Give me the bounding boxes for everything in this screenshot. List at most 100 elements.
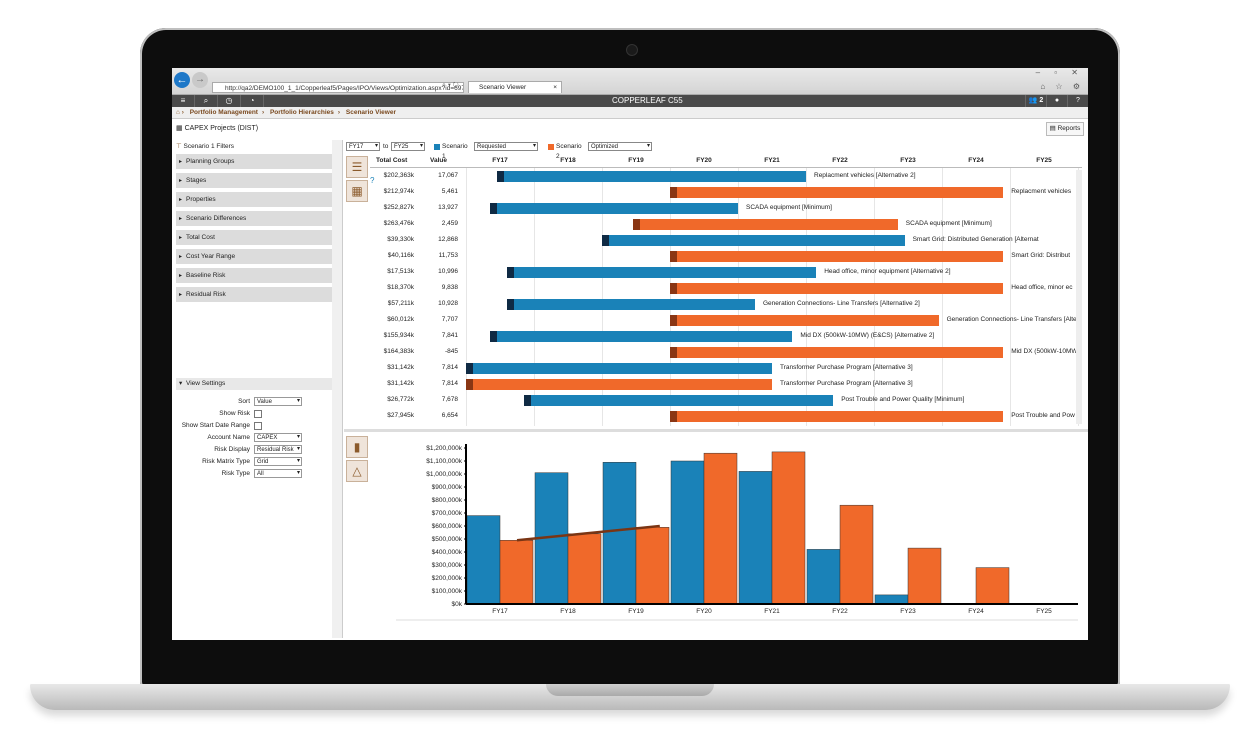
from-year-select[interactable]: FY17 <box>346 142 380 151</box>
cost-chart-svg: $0k $100,000k $200,000k $300,000k $400,000k $… <box>396 444 1078 621</box>
help-question-icon[interactable]: ? <box>370 176 375 185</box>
scenario2-select[interactable]: Optimized <box>588 142 652 151</box>
filter-properties[interactable]: Properties <box>176 192 332 208</box>
risk-triangle-icon[interactable]: △ <box>346 460 368 482</box>
gantt-bar[interactable] <box>670 315 939 326</box>
filter-scenario-differences[interactable]: Scenario Differences <box>176 211 332 227</box>
gantt-bar[interactable] <box>506 299 755 310</box>
bar-chart-icon[interactable]: ▮ <box>346 436 368 458</box>
breadcrumb-portfolio-management[interactable]: Portfolio Management <box>189 109 258 116</box>
y-tick-label: $1,200,000k <box>426 445 463 452</box>
breadcrumb-portfolio-hierarchies[interactable]: Portfolio Hierarchies <box>269 109 334 116</box>
view-setting-select[interactable]: Grid <box>254 457 302 466</box>
gantt-row[interactable]: $39,330k 12,868 Smart Grid: Distributed Ge… <box>370 232 1082 248</box>
window-controls[interactable]: ‒ ▫ ✕ <box>1035 68 1084 77</box>
gantt-bar[interactable] <box>602 235 905 246</box>
clock-icon[interactable]: ◷ <box>218 95 241 107</box>
view-setting-row: Account Name CAPEX <box>176 432 332 444</box>
gantt-bar[interactable] <box>670 411 1004 422</box>
filter-header: ⊤ Scenario 1 Filters <box>176 143 235 150</box>
menu-icon[interactable]: ≡ <box>172 95 195 107</box>
gantt-row[interactable]: $155,934k 7,841 Mid DX (500kW-10MW) (E&CS)… <box>370 328 1082 344</box>
browser-toolbar: ← → http://qa2/DEMO100_1_1/Copperleaf5/P… <box>172 68 1088 95</box>
view-setting-select[interactable]: CAPEX <box>254 433 302 442</box>
filter-planning-groups[interactable]: Planning Groups <box>176 154 332 170</box>
gantt-bar[interactable] <box>670 251 1004 262</box>
search-icon[interactable]: ⌕ <box>195 95 218 107</box>
gantt-bar[interactable] <box>489 203 738 214</box>
dashboard-icon[interactable]: ◔ <box>241 95 264 107</box>
user-icon[interactable]: ● <box>1046 95 1067 107</box>
address-bar[interactable]: http://qa2/DEMO100_1_1/Copperleaf5/Pages… <box>212 82 464 93</box>
tab-scenario-viewer[interactable]: Scenario Viewer × <box>468 81 562 93</box>
gantt-scrollbar[interactable] <box>1076 170 1082 424</box>
value-cell: 6,654 <box>441 412 458 419</box>
gantt-row[interactable]: $27,945k 6,654 Post Trouble and Pow <box>370 408 1082 424</box>
gantt-row[interactable]: $202,363k 17,067 Replacment vehicles [Alte… <box>370 168 1082 184</box>
gantt-row[interactable]: $60,012k 7,707 Generation Connections- Lin… <box>370 312 1082 328</box>
gantt-bar[interactable] <box>466 379 772 390</box>
to-year-select[interactable]: FY25 <box>391 142 425 151</box>
gantt-row[interactable]: $26,772k 7,678 Post Trouble and Power Qual… <box>370 392 1082 408</box>
gantt-bar[interactable] <box>496 171 806 182</box>
gantt-bar[interactable] <box>489 331 793 342</box>
x-tick-label: FY17 <box>492 608 508 615</box>
total-cost-cell: $27,945k <box>387 412 414 419</box>
gantt-row[interactable]: $17,513k 10,996 Head office, minor equipme… <box>370 264 1082 280</box>
gantt-row[interactable]: $40,116k 11,753 Smart Grid: Distribut <box>370 248 1082 264</box>
view-setting-checkbox[interactable] <box>254 410 262 418</box>
gantt-bar[interactable] <box>506 267 817 278</box>
gantt-bar[interactable] <box>670 187 1004 198</box>
splitter[interactable] <box>344 429 1088 432</box>
filter-total-cost[interactable]: Total Cost <box>176 230 332 246</box>
gantt-row[interactable]: $263,476k 2,459 SCADA equipment [Minimum] <box>370 216 1082 232</box>
gantt-bar[interactable] <box>523 395 834 406</box>
page-title: ▦ CAPEX Projects (DIST) <box>176 125 259 132</box>
value-cell: 7,707 <box>441 316 458 323</box>
value-cell: 7,814 <box>441 380 458 387</box>
gantt-row[interactable]: $164,383k -845 Mid DX (500kW-10MW <box>370 344 1082 360</box>
filter-stages[interactable]: Stages <box>176 173 332 189</box>
gantt-bar[interactable] <box>632 219 898 230</box>
gantt-row[interactable]: $57,211k 10,928 Generation Connections- Li… <box>370 296 1082 312</box>
forward-button[interactable]: → <box>192 72 208 88</box>
total-cost-cell: $17,513k <box>387 268 414 275</box>
help-icon[interactable]: ? <box>1067 95 1088 107</box>
filter-baseline-risk[interactable]: Baseline Risk <box>176 268 332 284</box>
view-setting-row: Risk Display Residual Risk <box>176 444 332 456</box>
search-refresh-icon[interactable]: ⌕ ▾ ↻ <box>442 82 459 89</box>
home-star-gear-icon[interactable]: ⌂ ☆ ⚙ <box>1040 82 1084 91</box>
home-icon[interactable]: ⌂ › <box>176 109 184 116</box>
gantt-bar[interactable] <box>670 283 1004 294</box>
gantt-view-icon[interactable]: ☰ <box>346 156 368 178</box>
view-setting-label: Show Risk <box>219 410 250 417</box>
view-setting-checkbox[interactable] <box>254 422 262 430</box>
gantt-row[interactable]: $31,142k 7,814 Transformer Purchase Progra… <box>370 360 1082 376</box>
gantt-bar-label: Transformer Purchase Program [Alternativ… <box>780 364 913 371</box>
gantt-gridline <box>806 168 807 426</box>
gantt-bar[interactable] <box>670 347 1004 358</box>
bar-scenario2 <box>907 547 942 605</box>
view-settings-header[interactable]: View Settings <box>176 378 332 390</box>
y-tick-label: $700,000k <box>432 510 463 517</box>
reports-button[interactable]: ▤ Reports <box>1046 122 1084 136</box>
view-setting-select[interactable]: All <box>254 469 302 478</box>
filter-residual-risk[interactable]: Residual Risk <box>176 287 332 303</box>
table-view-icon[interactable]: ▦ <box>346 180 368 202</box>
gantt-row[interactable]: $31,142k 7,814 Transformer Purchase Progra… <box>370 376 1082 392</box>
panel-scrollbar[interactable] <box>332 140 343 638</box>
view-setting-select[interactable]: Residual Risk <box>254 445 302 454</box>
users-icon[interactable]: 👥 2 <box>1025 95 1046 107</box>
gantt-bar[interactable] <box>466 363 772 374</box>
gantt-row[interactable]: $252,827k 13,927 SCADA equipment [Minimum] <box>370 200 1082 216</box>
back-button[interactable]: ← <box>174 72 190 88</box>
scenario1-select[interactable]: Requested <box>474 142 538 151</box>
close-icon[interactable]: × <box>553 84 557 91</box>
gantt-row[interactable]: $18,370k 9,838 Head office, minor ec <box>370 280 1082 296</box>
filter-cost-year-range[interactable]: Cost Year Range <box>176 249 332 265</box>
y-tick-label: $500,000k <box>432 536 463 543</box>
view-setting-select[interactable]: Value <box>254 397 302 406</box>
gantt-row[interactable]: $212,974k 5,461 Replacment vehicles <box>370 184 1082 200</box>
breadcrumb-scenario-viewer[interactable]: Scenario Viewer <box>345 109 396 116</box>
total-cost-cell: $40,116k <box>387 252 414 259</box>
